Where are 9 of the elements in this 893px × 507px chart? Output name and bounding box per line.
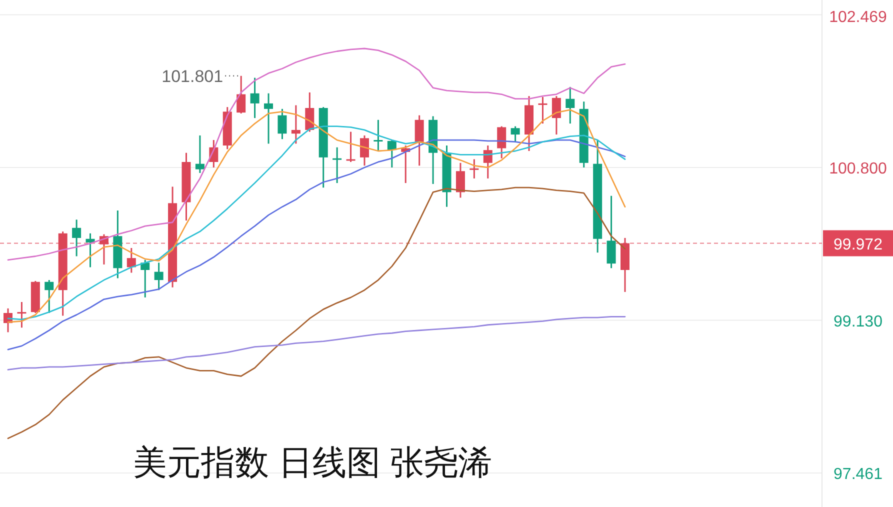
annotation: 101.801 xyxy=(162,66,224,86)
y-tick-label: 99.130 xyxy=(834,313,883,330)
y-tick-label: 97.461 xyxy=(834,466,883,484)
line-series xyxy=(7,48,626,261)
ref-line-label: 99.972 xyxy=(834,236,883,254)
line-series xyxy=(7,316,626,370)
text: 美元指数 日线图 张尧浠 xyxy=(133,444,492,482)
y-tick-label: 100.800 xyxy=(829,160,888,178)
y-tick-label: 102.469 xyxy=(829,9,888,26)
